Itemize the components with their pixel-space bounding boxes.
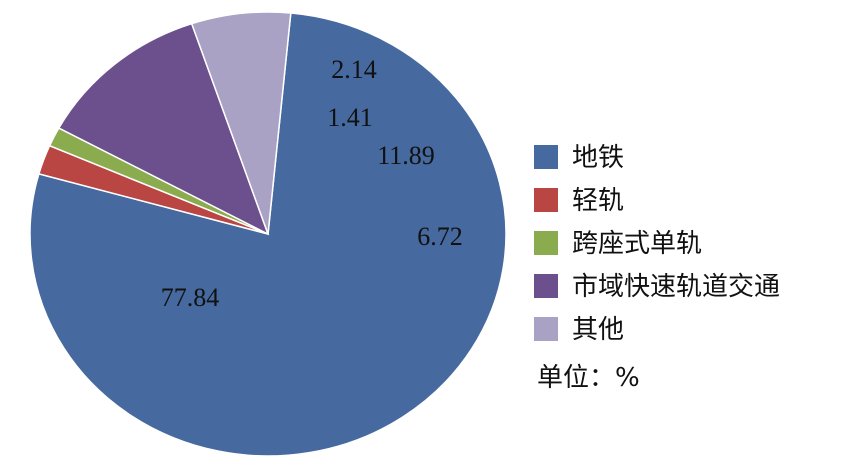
pie-slices bbox=[29, 11, 507, 457]
legend-swatch-danggui bbox=[534, 231, 558, 255]
legend-label-danggui: 跨座式单轨 bbox=[572, 229, 702, 259]
value-label-danggui: 1.41 bbox=[327, 103, 373, 132]
legend-label-qinggui: 轻轨 bbox=[572, 186, 624, 216]
legend-label-ditie: 地铁 bbox=[572, 143, 624, 173]
legend-label-shiyu: 市域快速轨道交通 bbox=[572, 272, 780, 302]
pie-slice-qita bbox=[190, 11, 292, 235]
value-label-shiyu: 11.89 bbox=[377, 141, 435, 170]
value-label-ditie: 77.84 bbox=[161, 283, 220, 312]
pie-slice-shiyu bbox=[57, 22, 270, 236]
legend-swatch-ditie bbox=[534, 145, 558, 169]
legend-swatch-qinggui bbox=[534, 188, 558, 212]
legend-swatch-shiyu bbox=[534, 274, 558, 298]
legend-swatch-qita bbox=[534, 317, 558, 341]
legend: 地铁 轻轨 跨座式单轨 市域快速轨道交通 其他 单位：% bbox=[534, 143, 780, 393]
value-label-qita: 6.72 bbox=[417, 222, 463, 251]
legend-label-qita: 其他 bbox=[572, 315, 624, 345]
pie-value-labels: 77.84 2.14 1.41 11.89 6.72 bbox=[161, 55, 463, 312]
value-label-qinggui: 2.14 bbox=[331, 55, 377, 84]
unit-label: 单位：% bbox=[537, 363, 640, 393]
